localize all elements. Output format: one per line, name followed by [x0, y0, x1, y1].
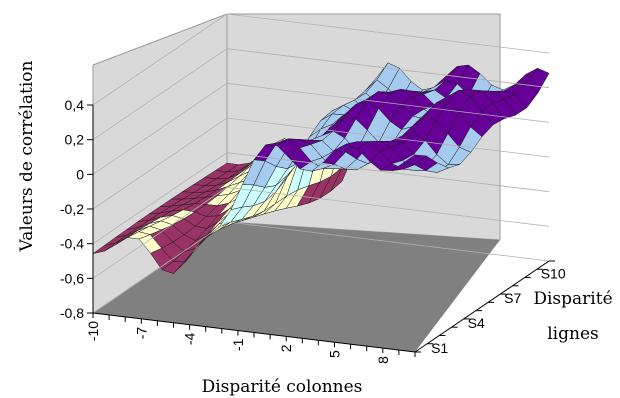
y-tick-label: S1	[431, 340, 448, 356]
y-axis-title-line2: lignes	[547, 324, 599, 344]
x-tick-label: -10	[85, 321, 101, 341]
z-gridline	[92, 221, 550, 314]
surface-mesh	[92, 62, 550, 274]
y-axis-title-line1: Disparité	[533, 289, 612, 309]
z-tick-label: -0,8	[60, 305, 84, 321]
y-tick-label: S4	[468, 315, 485, 331]
y-axis: S1 S4 S7 S10	[414, 260, 566, 356]
z-gridline	[92, 13, 550, 106]
z-axis-title: Valeurs de corrélation	[17, 60, 37, 252]
x-axis-title: Disparité colonnes	[202, 377, 363, 397]
z-tick-label: -0,4	[60, 236, 84, 252]
z-tick-label: -0,2	[60, 201, 84, 217]
z-gridline	[92, 82, 550, 175]
x-tick-label: 2	[278, 344, 294, 352]
x-tick-label: -4	[182, 332, 198, 345]
z-tick-label: 0,2	[65, 132, 85, 148]
x-tick-label: -1	[230, 338, 246, 351]
z-axis: 0,4 0,2 0 -0,2 -0,4 -0,6 -0,8	[60, 13, 550, 321]
y-tick-label: S7	[504, 290, 521, 306]
x-tick-label: -7	[133, 327, 149, 340]
floor	[93, 222, 500, 352]
z-tick-label: -0,6	[60, 270, 84, 286]
z-gridline	[92, 152, 550, 244]
surface-cell	[402, 154, 427, 165]
y-axis-line	[414, 260, 550, 353]
z-tick-label: 0,4	[65, 97, 85, 113]
y-tick-label: S10	[541, 265, 566, 281]
x-tick-label: 5	[327, 350, 343, 358]
z-gridline	[92, 117, 550, 210]
x-tick-label: 8	[375, 356, 391, 364]
z-gridline	[92, 48, 550, 140]
x-axis: -10 -7 -4 -1 2 5 8	[85, 312, 416, 364]
z-tick-label: 0	[76, 166, 84, 182]
z-gridline	[92, 186, 550, 279]
